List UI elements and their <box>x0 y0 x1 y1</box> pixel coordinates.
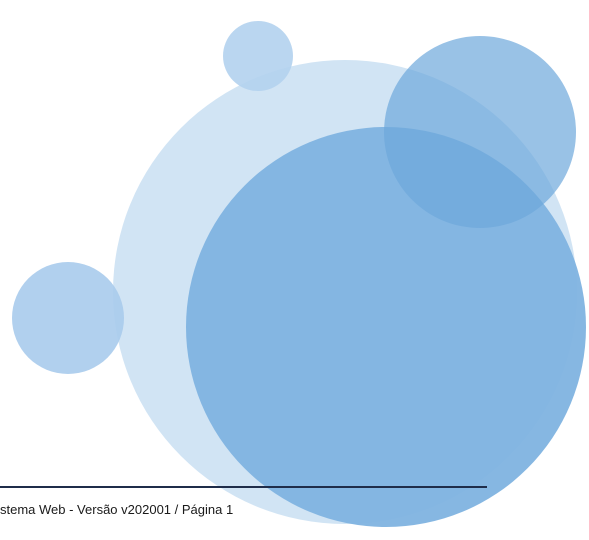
footer-text: stema Web - Versão v202001 / Página 1 <box>0 502 233 517</box>
left-circle <box>12 262 124 374</box>
top-right-circle <box>384 36 576 228</box>
small-circle <box>223 21 293 91</box>
page: {"footer": {"text": "stema Web - Versão … <box>0 0 589 540</box>
decoration <box>0 0 589 540</box>
